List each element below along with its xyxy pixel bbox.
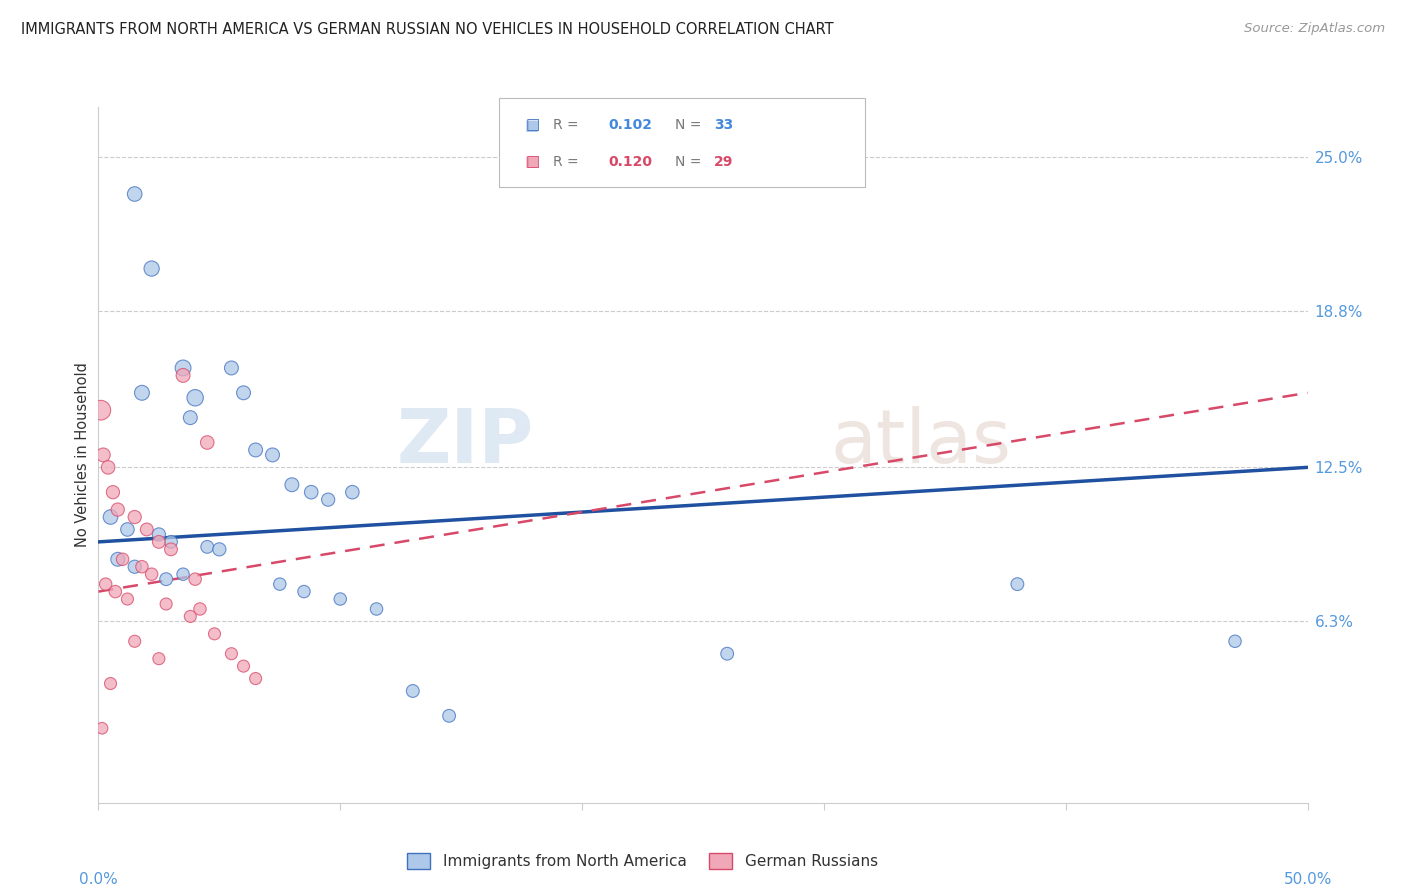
Point	[155, 597, 177, 611]
Point	[1223, 634, 1246, 648]
Point	[204, 627, 226, 641]
Point	[124, 634, 146, 648]
Point	[117, 592, 139, 607]
Point	[342, 485, 364, 500]
Point	[716, 647, 738, 661]
Text: □: □	[526, 154, 540, 169]
Point	[141, 567, 163, 582]
Point	[1007, 577, 1029, 591]
Text: N =: N =	[675, 155, 706, 169]
Point	[245, 442, 267, 457]
Text: ZIP: ZIP	[396, 406, 534, 479]
Text: N =: N =	[675, 118, 706, 132]
Point	[172, 368, 194, 383]
Point	[437, 708, 460, 723]
Point	[184, 391, 207, 405]
Point	[117, 523, 139, 537]
Point	[97, 460, 120, 475]
Point	[124, 187, 146, 202]
Text: 0.120: 0.120	[609, 155, 652, 169]
Point	[232, 385, 254, 400]
Point	[195, 435, 218, 450]
Point	[101, 485, 124, 500]
Text: Source: ZipAtlas.com: Source: ZipAtlas.com	[1244, 22, 1385, 36]
Point	[269, 577, 291, 591]
Point	[91, 448, 114, 462]
Point	[131, 559, 153, 574]
Point	[316, 492, 339, 507]
Point	[124, 559, 146, 574]
Point	[148, 535, 170, 549]
Point	[232, 659, 254, 673]
Point	[91, 721, 114, 735]
Point	[402, 684, 425, 698]
Point	[195, 540, 218, 554]
Point	[281, 477, 304, 491]
Text: ■: ■	[524, 118, 538, 133]
Point	[179, 410, 201, 425]
Point	[107, 502, 129, 516]
Text: R =: R =	[553, 118, 582, 132]
Text: 0.0%: 0.0%	[79, 872, 118, 888]
Point	[366, 602, 388, 616]
Point	[100, 676, 122, 690]
Point	[172, 361, 194, 376]
Point	[160, 535, 183, 549]
Point	[299, 485, 322, 500]
Point	[104, 584, 127, 599]
Text: ■: ■	[524, 154, 538, 169]
Point	[155, 572, 177, 586]
Text: atlas: atlas	[830, 406, 1011, 479]
Point	[221, 361, 243, 376]
Point	[135, 523, 157, 537]
Legend: Immigrants from North America, German Russians: Immigrants from North America, German Ru…	[401, 847, 884, 875]
Text: 33: 33	[714, 118, 734, 132]
Point	[172, 567, 194, 582]
Text: 50.0%: 50.0%	[1284, 872, 1331, 888]
Point	[111, 552, 134, 566]
Point	[208, 542, 231, 557]
Y-axis label: No Vehicles in Household: No Vehicles in Household	[75, 362, 90, 548]
Point	[160, 542, 183, 557]
Text: □: □	[526, 118, 540, 133]
Point	[100, 510, 122, 524]
Text: 0.102: 0.102	[609, 118, 652, 132]
Point	[179, 609, 201, 624]
Point	[141, 261, 163, 276]
Point	[221, 647, 243, 661]
Point	[148, 527, 170, 541]
Point	[292, 584, 315, 599]
Point	[90, 403, 112, 417]
Text: 29: 29	[714, 155, 734, 169]
Text: IMMIGRANTS FROM NORTH AMERICA VS GERMAN RUSSIAN NO VEHICLES IN HOUSEHOLD CORRELA: IMMIGRANTS FROM NORTH AMERICA VS GERMAN …	[21, 22, 834, 37]
Point	[131, 385, 153, 400]
Point	[124, 510, 146, 524]
Point	[107, 552, 129, 566]
Point	[329, 592, 352, 607]
Point	[188, 602, 211, 616]
Point	[148, 651, 170, 665]
Point	[94, 577, 117, 591]
Point	[184, 572, 207, 586]
Text: R =: R =	[553, 155, 582, 169]
Point	[245, 672, 267, 686]
Point	[262, 448, 284, 462]
